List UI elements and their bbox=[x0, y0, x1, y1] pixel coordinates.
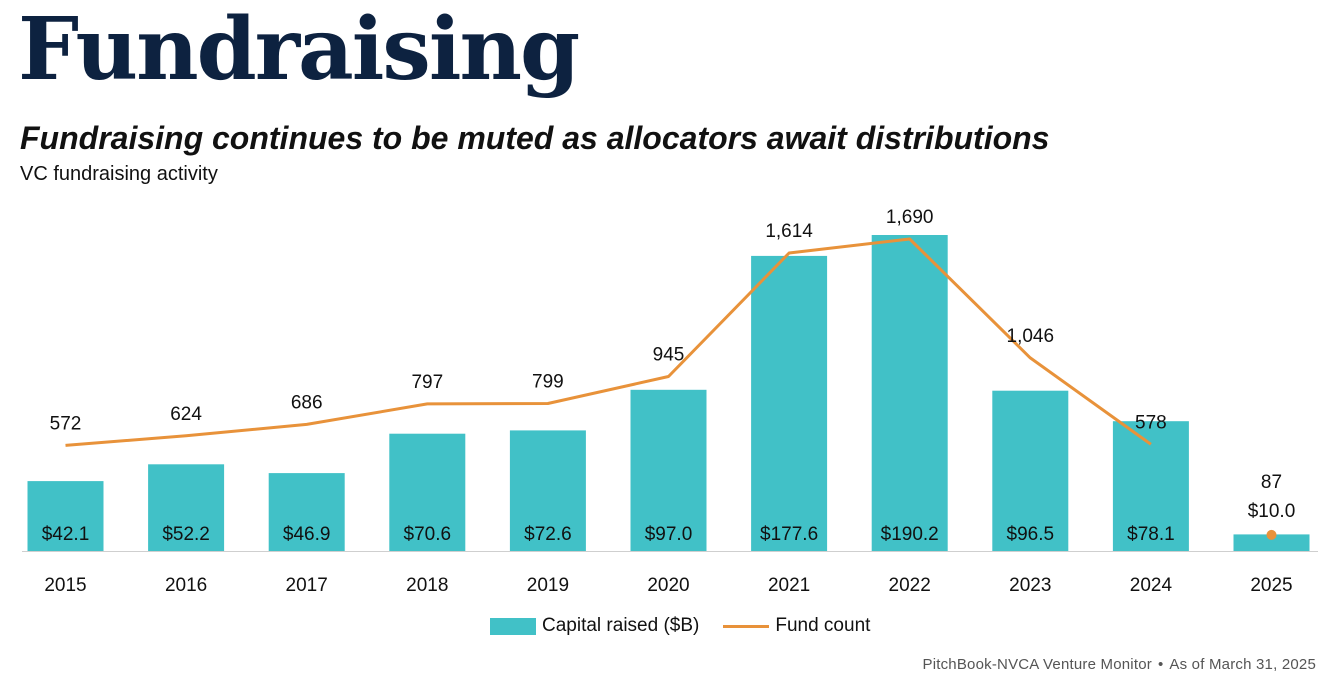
x-tick-label-2016: 2016 bbox=[165, 575, 207, 596]
x-tick-label-2019: 2019 bbox=[527, 575, 569, 596]
footer-separator: • bbox=[1157, 656, 1164, 673]
bar-2018 bbox=[389, 433, 466, 551]
bar-value-label-2016: $52.2 bbox=[162, 524, 210, 545]
bar-2016 bbox=[148, 464, 225, 551]
x-tick-label-2018: 2018 bbox=[406, 575, 448, 596]
fund-count-line bbox=[65, 237, 1152, 447]
as-of-date: As of March 31, 2025 bbox=[1169, 656, 1316, 673]
fund-count-label-2019: 799 bbox=[532, 372, 564, 393]
bar-value-label-2023: $96.5 bbox=[1007, 524, 1055, 545]
bar-value-label-2020: $97.0 bbox=[645, 524, 693, 545]
x-tick-label-2024: 2024 bbox=[1130, 575, 1173, 596]
chart-subtitle: Fundraising continues to be muted as all… bbox=[20, 120, 1050, 156]
x-tick-label-2015: 2015 bbox=[44, 575, 86, 596]
fund-count-label-2024: 578 bbox=[1135, 412, 1167, 433]
legend-swatch-fund-count bbox=[723, 624, 770, 628]
bar-2017 bbox=[268, 473, 345, 551]
bar-2021 bbox=[751, 255, 828, 551]
bar-value-label-2018: $70.6 bbox=[404, 524, 452, 545]
fund-count-label-2017: 686 bbox=[291, 392, 323, 413]
bar-2023 bbox=[992, 390, 1069, 551]
x-tick-label-2023: 2023 bbox=[1009, 575, 1051, 596]
bar-value-label-2024: $78.1 bbox=[1127, 524, 1175, 545]
chart-heading: VC fundraising activity bbox=[20, 163, 218, 185]
fund-count-label-2016: 624 bbox=[170, 404, 202, 425]
legend-label-capital-raised: Capital raised ($B) bbox=[542, 615, 700, 636]
bar-2020 bbox=[630, 389, 707, 551]
bar-2019 bbox=[509, 430, 586, 551]
x-tick-label-2020: 2020 bbox=[647, 575, 689, 596]
bar-value-label-2022: $190.2 bbox=[881, 524, 939, 545]
fund-count-label-2018: 797 bbox=[411, 372, 443, 393]
legend-swatch-capital-raised bbox=[490, 617, 536, 635]
fund-count-label-2025: 87 bbox=[1261, 472, 1282, 493]
bar-value-label-2017: $46.9 bbox=[283, 524, 331, 545]
bar-2015 bbox=[27, 481, 104, 551]
fund-count-label-2021: 1,614 bbox=[765, 221, 813, 242]
fund-count-label-2023: 1,046 bbox=[1007, 326, 1055, 347]
fund-count-label-2020: 945 bbox=[653, 345, 685, 366]
bar-value-label-2015: $42.1 bbox=[42, 524, 90, 545]
x-tick-label-2021: 2021 bbox=[768, 575, 810, 596]
source-footer: PitchBook-NVCA Venture Monitor • As of Mar… bbox=[923, 656, 1317, 673]
fund-count-label-2015: 572 bbox=[50, 413, 82, 434]
fund-count-marker-2025 bbox=[1266, 529, 1277, 540]
x-tick-label-2025: 2025 bbox=[1250, 575, 1292, 596]
source-label: PitchBook-NVCA Venture Monitor bbox=[922, 656, 1152, 673]
chart-legend: Capital raised ($B) Fund count bbox=[490, 612, 870, 640]
bar-value-label-2021: $177.6 bbox=[760, 524, 818, 545]
bar-value-label-2019: $72.6 bbox=[524, 524, 572, 545]
fund-count-label-2022: 1,690 bbox=[886, 207, 934, 228]
x-tick-label-2022: 2022 bbox=[889, 575, 931, 596]
x-tick-label-2017: 2017 bbox=[286, 575, 328, 596]
bar-value-label-2025: $10.0 bbox=[1248, 501, 1296, 522]
bar-2022 bbox=[871, 235, 948, 551]
legend-label-fund-count: Fund count bbox=[775, 615, 871, 636]
bar-2025 bbox=[1233, 534, 1310, 551]
page-title: Fundraising bbox=[18, 0, 580, 100]
